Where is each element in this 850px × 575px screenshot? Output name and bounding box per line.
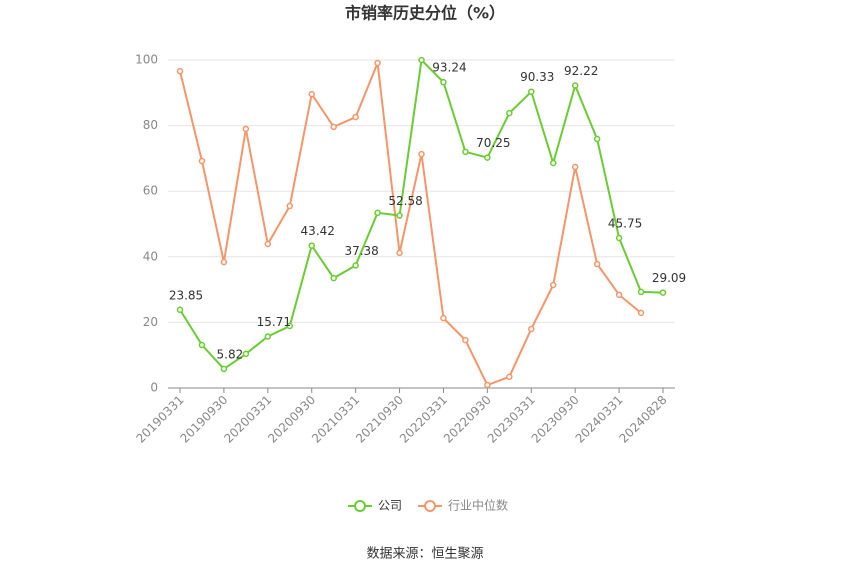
legend-marker — [354, 500, 366, 512]
data-label: 70.25 — [476, 136, 510, 150]
data-point — [308, 242, 315, 249]
data-point — [176, 306, 184, 314]
data-point — [198, 341, 206, 349]
data-point — [659, 289, 667, 296]
data-label: 92.22 — [564, 64, 598, 78]
data-label: 52.58 — [388, 194, 422, 208]
data-point — [352, 262, 359, 269]
y-tick-label: 0 — [150, 381, 158, 395]
y-tick-label: 100 — [135, 53, 158, 67]
legend-label: 行业中位数 — [448, 498, 508, 513]
source-note: 数据来源：恒生聚源 — [366, 547, 483, 562]
y-tick-label: 20 — [143, 315, 158, 329]
data-label: 37.38 — [344, 244, 378, 258]
y-tick-label: 80 — [143, 118, 158, 132]
data-label: 43.42 — [301, 224, 335, 238]
data-point — [549, 159, 557, 167]
data-point — [176, 67, 184, 75]
data-point — [264, 240, 272, 248]
data-label: 15.71 — [257, 315, 291, 329]
data-point — [264, 333, 272, 340]
y-tick-label: 60 — [143, 184, 158, 198]
data-point — [462, 148, 469, 156]
data-point — [374, 59, 381, 67]
data-label: 45.75 — [608, 216, 642, 230]
data-point — [220, 365, 228, 373]
data-point — [462, 336, 469, 344]
data-point — [308, 90, 315, 98]
data-point — [286, 202, 294, 210]
data-point — [330, 274, 337, 282]
data-label: 90.33 — [520, 70, 554, 84]
data-point — [506, 373, 513, 381]
data-label: 93.24 — [432, 61, 466, 75]
legend-label: 公司 — [378, 499, 402, 513]
data-point — [615, 291, 623, 299]
data-point — [374, 209, 381, 217]
legend-item: 公司 — [348, 499, 402, 513]
data-point — [396, 249, 403, 257]
data-point — [615, 234, 623, 242]
data-point — [637, 288, 645, 296]
data-label: 23.85 — [169, 288, 203, 302]
data-label: 29.09 — [652, 271, 686, 285]
data-point — [242, 350, 250, 358]
data-point — [528, 88, 535, 95]
data-point — [418, 56, 425, 64]
data-point — [352, 113, 359, 121]
data-point — [571, 82, 579, 89]
data-point — [549, 281, 557, 289]
data-label: 5.82 — [217, 347, 244, 361]
data-point — [571, 163, 579, 171]
legend-item: 行业中位数 — [418, 498, 508, 513]
chart-title: 市销率历史分位（%） — [345, 4, 505, 23]
data-point — [440, 314, 447, 322]
data-point — [440, 78, 447, 86]
data-point — [396, 212, 403, 219]
data-point — [506, 109, 513, 117]
series-line — [179, 62, 642, 387]
x-tick-label: 20240828 — [617, 393, 670, 446]
data-point — [286, 322, 294, 330]
data-point — [484, 154, 491, 161]
y-tick-label: 40 — [143, 249, 158, 263]
data-point — [637, 309, 645, 317]
data-point — [220, 258, 228, 266]
data-point — [198, 157, 206, 165]
data-point — [418, 150, 425, 158]
data-point — [330, 123, 337, 131]
data-point — [528, 325, 535, 333]
data-point — [242, 125, 250, 133]
data-point — [593, 260, 601, 268]
data-point — [593, 135, 601, 143]
data-point — [484, 381, 491, 389]
legend-marker — [424, 500, 437, 512]
